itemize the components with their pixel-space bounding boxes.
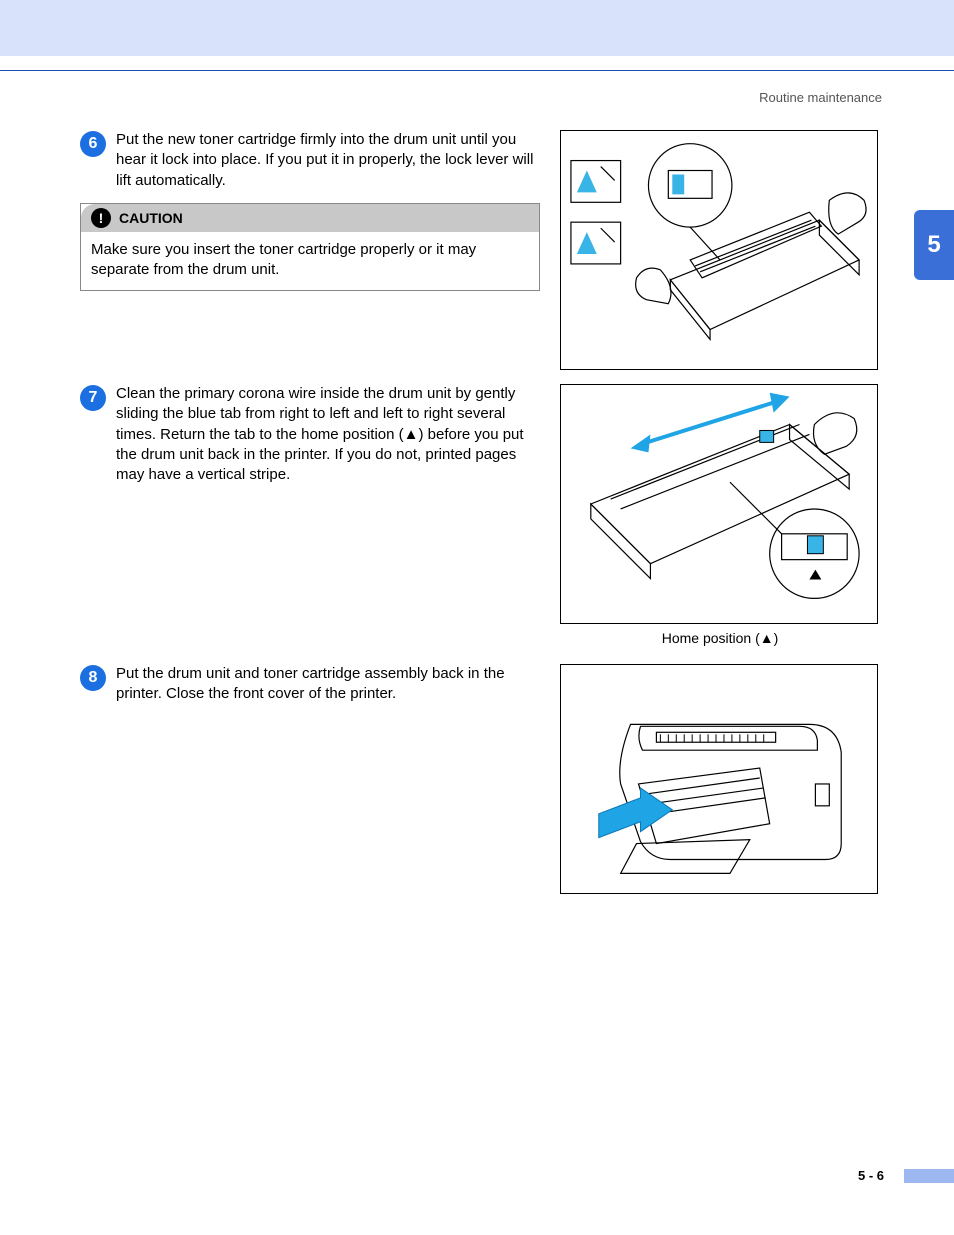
figure-step-6 — [560, 130, 878, 370]
section-label: Routine maintenance — [759, 90, 882, 105]
figure-step-8 — [560, 664, 878, 894]
step-6-text: Put the new toner cartridge firmly into … — [116, 130, 546, 191]
caution-box: ! CAUTION Make sure you insert the toner… — [80, 203, 540, 292]
header-rule — [0, 70, 954, 71]
step-7: 7 Clean the primary corona wire inside t… — [80, 384, 550, 485]
chapter-tab: 5 — [914, 210, 954, 280]
caution-header: ! CAUTION — [81, 204, 539, 232]
page-content: 6 Put the new toner cartridge firmly int… — [80, 130, 880, 894]
step-number-badge: 7 — [80, 385, 106, 411]
page-number: 5 - 6 — [858, 1168, 884, 1183]
step-8: 8 Put the drum unit and toner cartridge … — [80, 664, 550, 705]
step-number-badge: 8 — [80, 665, 106, 691]
caution-icon: ! — [91, 208, 111, 228]
figure-7-caption: Home position (▲) — [560, 630, 880, 646]
step-number-badge: 6 — [80, 131, 106, 157]
step-8-text: Put the drum unit and toner cartridge as… — [116, 664, 546, 705]
caution-title: CAUTION — [119, 210, 183, 226]
footer-accent-bar — [904, 1169, 954, 1183]
header-band — [0, 0, 954, 56]
step-7-text: Clean the primary corona wire inside the… — [116, 384, 546, 485]
step-8-row: 8 Put the drum unit and toner cartridge … — [80, 664, 880, 894]
figure-step-7 — [560, 384, 878, 624]
step-6-row: 6 Put the new toner cartridge firmly int… — [80, 130, 880, 370]
step-6: 6 Put the new toner cartridge firmly int… — [80, 130, 550, 191]
step-7-row: 7 Clean the primary corona wire inside t… — [80, 384, 880, 646]
caution-body: Make sure you insert the toner cartridge… — [81, 232, 539, 291]
